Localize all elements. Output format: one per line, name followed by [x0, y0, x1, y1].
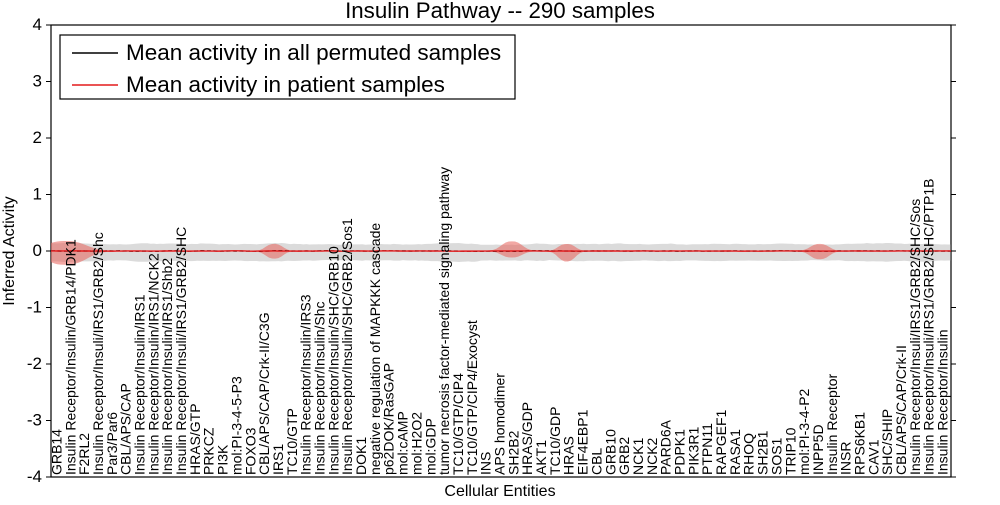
svg-text:Mean activity in patient sampl: Mean activity in patient samples [126, 72, 445, 97]
svg-text:Inferred Activity: Inferred Activity [1, 196, 18, 305]
svg-text:4: 4 [33, 15, 42, 34]
svg-text:Insulin Receptor/Insulin: Insulin Receptor/Insulin [935, 329, 951, 475]
svg-text:-2: -2 [27, 354, 42, 373]
svg-text:2: 2 [33, 128, 42, 147]
svg-text:Insulin Pathway -- 290 samples: Insulin Pathway -- 290 samples [345, 0, 655, 23]
svg-text:-4: -4 [27, 467, 42, 486]
svg-text:0: 0 [33, 241, 42, 260]
svg-text:-3: -3 [27, 411, 42, 430]
svg-text:Cellular Entities: Cellular Entities [444, 483, 555, 500]
svg-text:Insulin Receptor/Insulin/SHC/G: Insulin Receptor/Insulin/SHC/GRB2/Sos1 [339, 218, 355, 475]
svg-text:-1: -1 [27, 298, 42, 317]
svg-text:1: 1 [33, 185, 42, 204]
svg-text:Mean activity in all permuted: Mean activity in all permuted samples [126, 40, 501, 65]
svg-text:3: 3 [33, 72, 42, 91]
